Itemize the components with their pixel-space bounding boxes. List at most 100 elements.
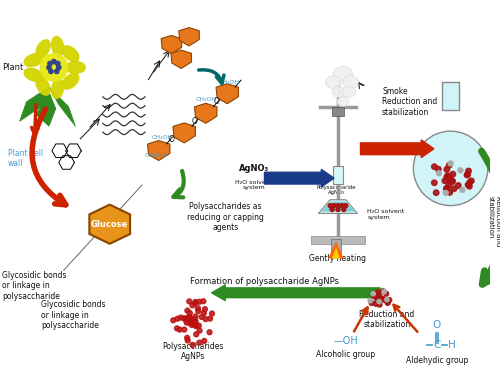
Circle shape xyxy=(466,183,472,189)
Text: Plant: Plant xyxy=(2,63,23,72)
Circle shape xyxy=(436,166,441,172)
Circle shape xyxy=(436,171,442,176)
Text: CH₂OH: CH₂OH xyxy=(152,135,173,140)
Ellipse shape xyxy=(24,68,43,81)
Ellipse shape xyxy=(333,67,352,82)
Text: CH₂OH: CH₂OH xyxy=(145,153,167,158)
Ellipse shape xyxy=(332,87,346,97)
Ellipse shape xyxy=(325,76,341,89)
Text: Reduction and
stabilization: Reduction and stabilization xyxy=(488,196,500,246)
Ellipse shape xyxy=(342,87,355,97)
Circle shape xyxy=(188,321,192,326)
Circle shape xyxy=(377,302,382,307)
FancyArrow shape xyxy=(360,140,434,158)
Circle shape xyxy=(54,69,59,74)
Circle shape xyxy=(332,203,336,208)
Text: Glucose: Glucose xyxy=(91,220,128,229)
Polygon shape xyxy=(173,123,196,143)
Circle shape xyxy=(344,203,348,208)
Circle shape xyxy=(210,311,214,316)
Circle shape xyxy=(447,177,452,183)
Circle shape xyxy=(185,308,190,313)
Ellipse shape xyxy=(337,97,348,107)
Circle shape xyxy=(56,61,60,66)
FancyBboxPatch shape xyxy=(333,166,343,184)
Circle shape xyxy=(191,319,196,324)
FancyArrowPatch shape xyxy=(32,105,38,134)
Circle shape xyxy=(197,299,202,304)
Polygon shape xyxy=(49,87,76,126)
Circle shape xyxy=(446,173,451,179)
FancyBboxPatch shape xyxy=(442,82,460,110)
Text: Glycosidic bonds
or linkage in
polysaccharide: Glycosidic bonds or linkage in polysacch… xyxy=(2,271,66,301)
Circle shape xyxy=(444,167,450,172)
Circle shape xyxy=(380,289,386,294)
Text: Polysaccharides
AgNPs: Polysaccharides AgNPs xyxy=(162,342,224,361)
Circle shape xyxy=(376,297,380,302)
FancyArrow shape xyxy=(212,285,380,301)
Circle shape xyxy=(376,297,381,302)
Circle shape xyxy=(190,320,195,325)
Circle shape xyxy=(189,317,194,322)
Polygon shape xyxy=(332,247,340,259)
Circle shape xyxy=(340,203,344,208)
Circle shape xyxy=(192,317,196,322)
Circle shape xyxy=(48,61,52,66)
Circle shape xyxy=(178,315,184,320)
Circle shape xyxy=(188,311,192,315)
Circle shape xyxy=(182,327,186,332)
Circle shape xyxy=(197,340,202,345)
FancyArrowPatch shape xyxy=(198,70,224,83)
Circle shape xyxy=(190,319,196,324)
Circle shape xyxy=(385,298,389,302)
Circle shape xyxy=(370,301,374,305)
Circle shape xyxy=(191,318,196,323)
Circle shape xyxy=(414,131,488,206)
Circle shape xyxy=(380,296,385,301)
Circle shape xyxy=(188,320,194,325)
Circle shape xyxy=(465,172,470,177)
Circle shape xyxy=(193,301,198,305)
FancyArrowPatch shape xyxy=(32,109,66,205)
Circle shape xyxy=(40,54,68,81)
Circle shape xyxy=(448,161,453,166)
Text: Aldehydic group: Aldehydic group xyxy=(406,356,468,365)
Circle shape xyxy=(467,180,472,185)
Circle shape xyxy=(468,178,474,184)
Text: C: C xyxy=(433,340,440,350)
Circle shape xyxy=(376,299,380,304)
Circle shape xyxy=(186,315,191,320)
Text: O: O xyxy=(168,135,174,144)
Circle shape xyxy=(47,65,51,70)
Text: H: H xyxy=(448,340,456,350)
Circle shape xyxy=(193,314,198,319)
Ellipse shape xyxy=(343,76,358,89)
Ellipse shape xyxy=(52,79,64,99)
Circle shape xyxy=(445,173,450,179)
Polygon shape xyxy=(90,205,130,244)
Circle shape xyxy=(444,174,450,180)
Circle shape xyxy=(186,338,190,343)
FancyArrowPatch shape xyxy=(482,151,500,284)
Polygon shape xyxy=(148,141,170,161)
Circle shape xyxy=(203,317,208,321)
Circle shape xyxy=(374,301,378,306)
Circle shape xyxy=(375,290,380,295)
Circle shape xyxy=(450,179,455,185)
Circle shape xyxy=(190,319,196,324)
Circle shape xyxy=(193,299,198,304)
Circle shape xyxy=(190,318,194,323)
Text: CH₂OH: CH₂OH xyxy=(218,80,240,85)
Circle shape xyxy=(190,343,195,347)
Circle shape xyxy=(464,172,470,178)
Circle shape xyxy=(202,339,206,343)
Circle shape xyxy=(432,180,437,186)
Ellipse shape xyxy=(52,36,64,56)
Circle shape xyxy=(52,60,56,64)
Circle shape xyxy=(386,299,390,304)
Circle shape xyxy=(191,321,196,326)
Text: O: O xyxy=(433,320,441,330)
Circle shape xyxy=(174,326,180,331)
Circle shape xyxy=(447,175,452,180)
Circle shape xyxy=(442,178,448,183)
